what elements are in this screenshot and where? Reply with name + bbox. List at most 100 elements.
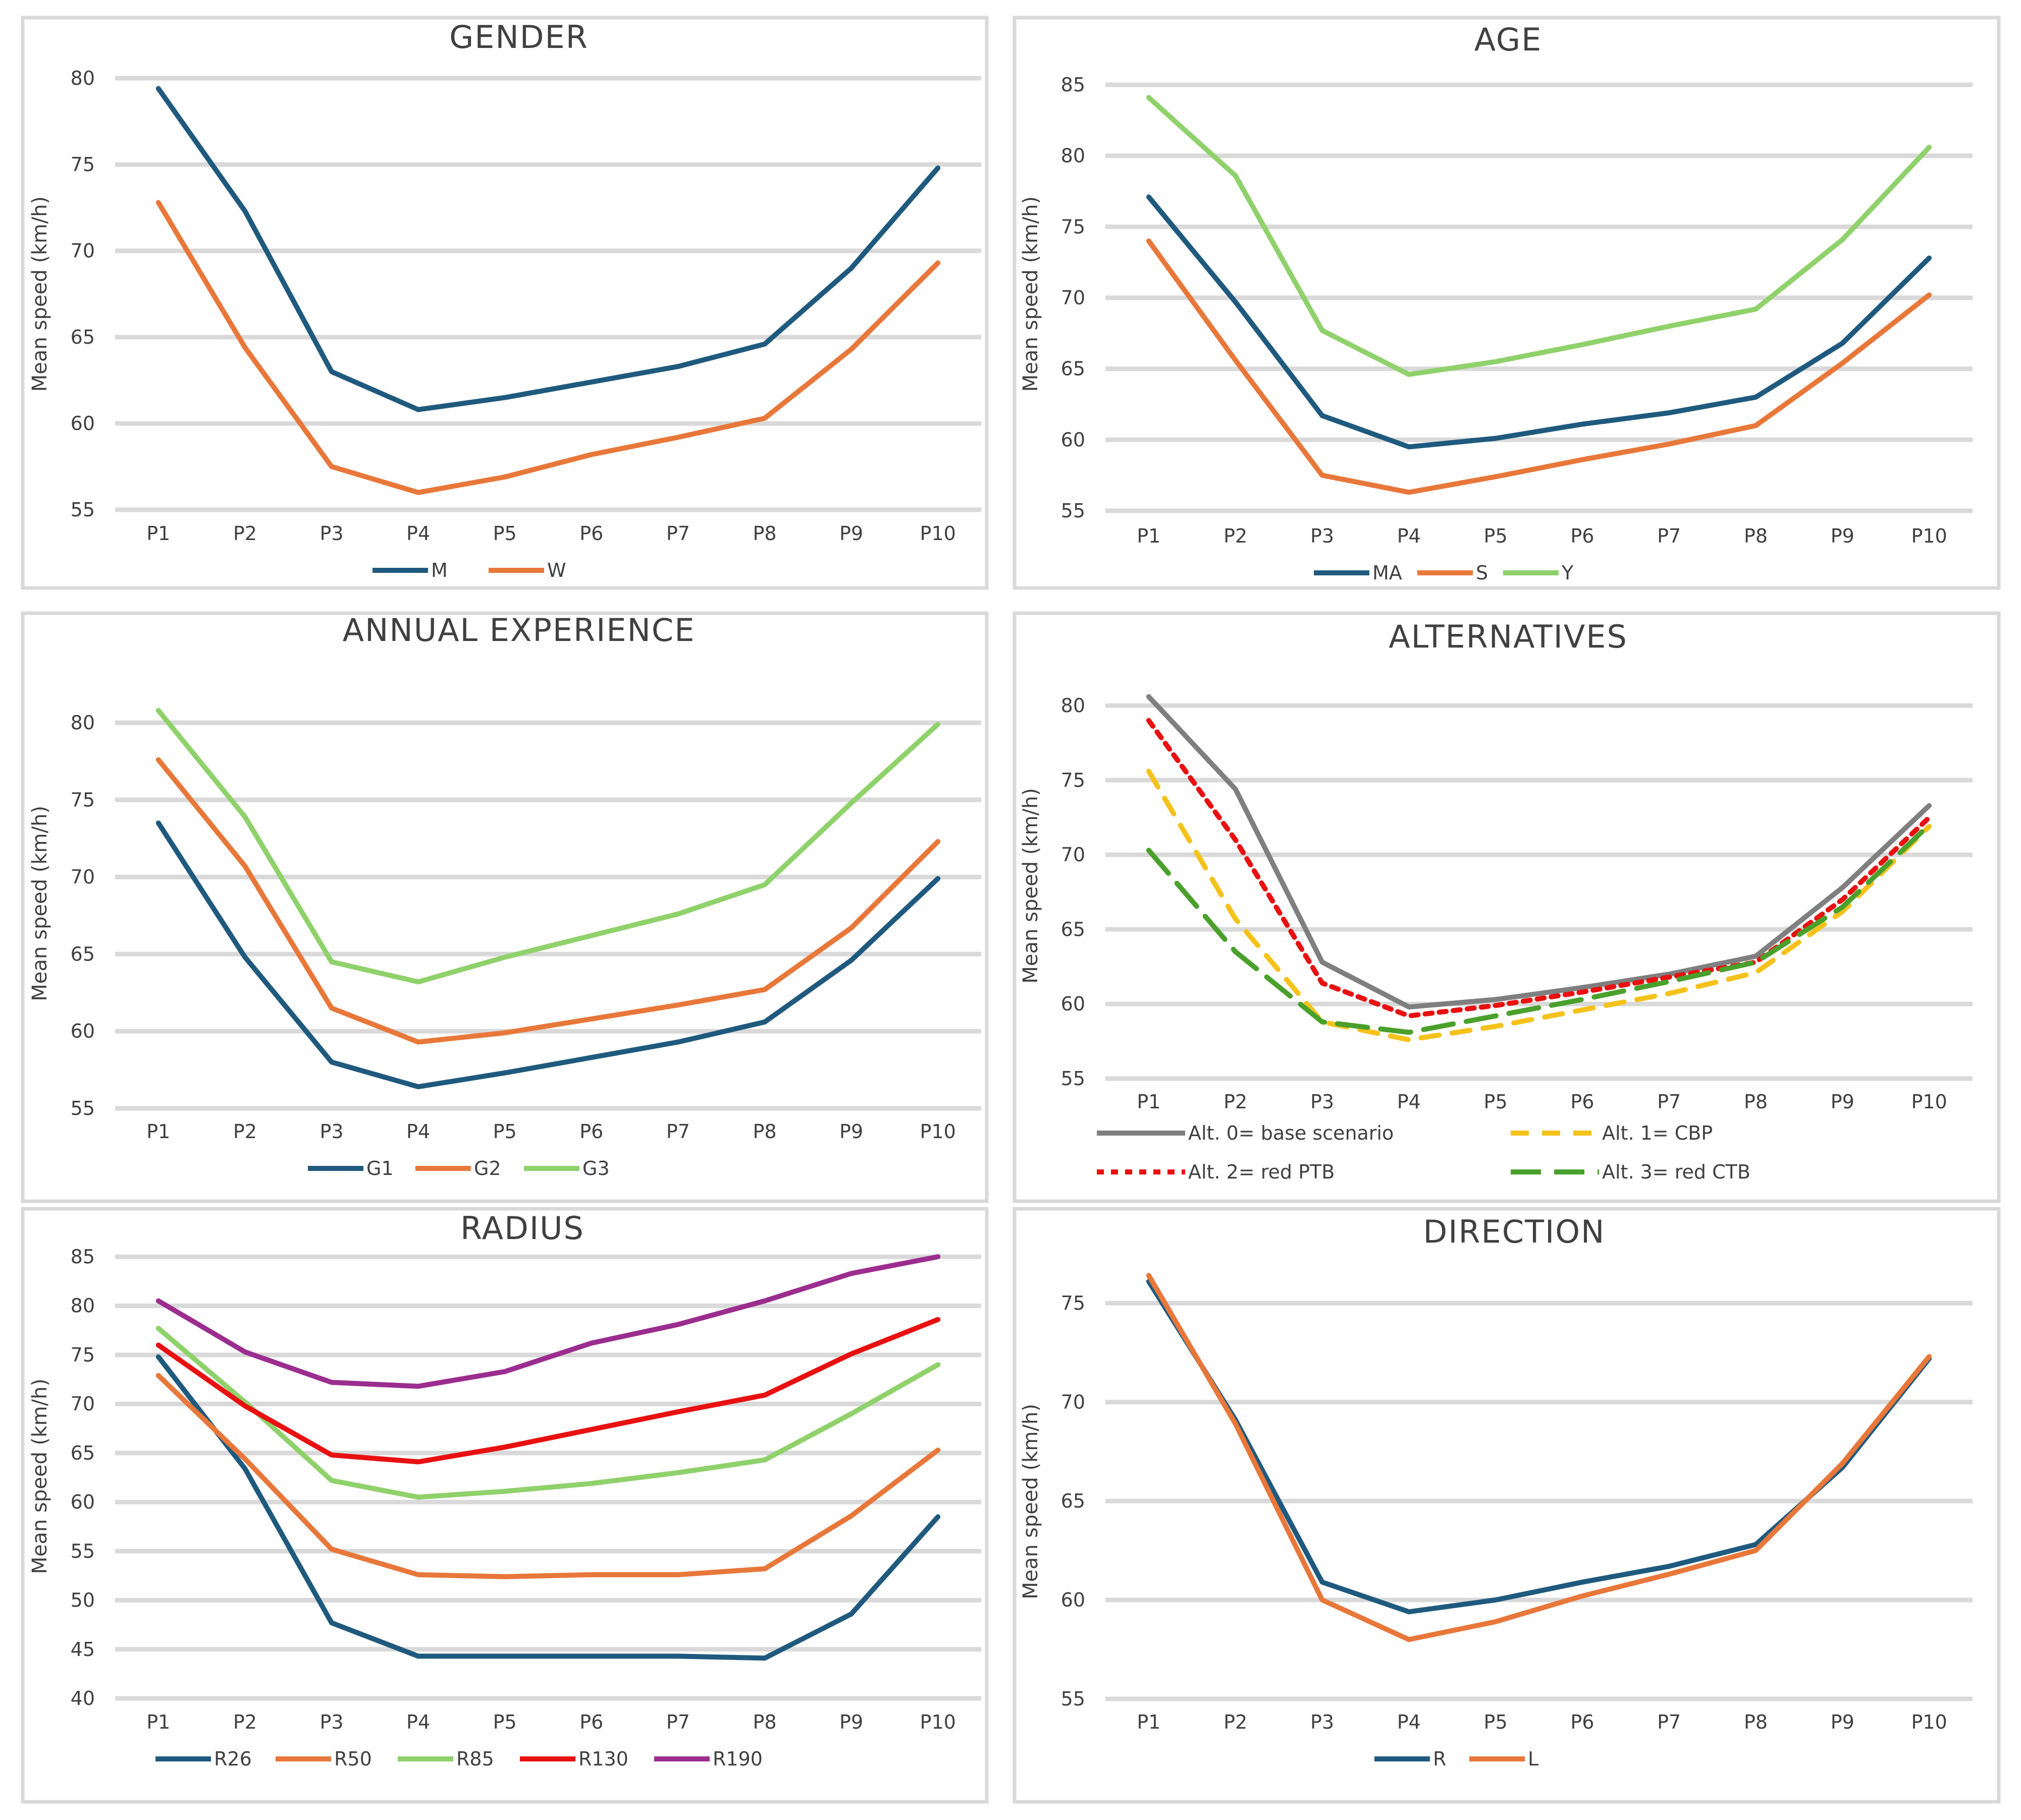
series-line-r26 (155, 1354, 941, 1661)
series-line-s (1146, 238, 1932, 495)
x-tick-label: P10 (920, 522, 956, 545)
y-tick-label: 75 (71, 1344, 95, 1366)
y-tick-label: 85 (1061, 74, 1085, 96)
x-tick-label: P9 (1831, 525, 1854, 547)
y-tick-label: 65 (71, 943, 95, 965)
legend-item[interactable]: R190 (654, 1748, 763, 1770)
legend-item[interactable]: R85 (398, 1748, 494, 1770)
y-tick-label: 70 (71, 866, 95, 888)
series-line-ma (1146, 194, 1932, 450)
legend-item[interactable]: MA (1314, 562, 1402, 584)
x-tick-label: P3 (1310, 1091, 1334, 1113)
legend-item[interactable]: R50 (276, 1748, 372, 1770)
series-line-g3 (155, 708, 941, 985)
chart-title: ANNUAL EXPERIENCE (343, 612, 696, 649)
series-line-m (155, 86, 941, 412)
y-tick-label: 70 (1061, 844, 1085, 866)
chart-frame (21, 16, 989, 590)
x-tick-label: P3 (1310, 1711, 1334, 1733)
x-tick-label: P9 (839, 1711, 863, 1733)
y-tick-label: 75 (1061, 1292, 1085, 1314)
legend-item[interactable]: R130 (520, 1748, 628, 1770)
x-tick-label: P5 (493, 522, 517, 545)
x-tick-label: P9 (839, 522, 863, 545)
chart-legend: Alt. 0= base scenario Alt. 1= CBP Alt. 2= … (1097, 1122, 1750, 1183)
legend-item[interactable]: L (1469, 1748, 1538, 1770)
y-tick-label: 75 (71, 789, 95, 811)
legend-item[interactable]: W (489, 559, 566, 581)
series-line-alt-3-red-ctb (1146, 822, 1932, 1035)
x-tick-label: P6 (1570, 1091, 1594, 1113)
legend-item[interactable]: S (1417, 562, 1488, 584)
legend-label: R26 (214, 1748, 252, 1770)
y-tick-label: 60 (1061, 993, 1085, 1015)
legend-item[interactable]: M (373, 559, 448, 581)
x-tick-label: P4 (406, 1120, 430, 1143)
legend-item[interactable]: Alt. 0= base scenario (1097, 1122, 1394, 1144)
chart-radius: RADIUS 40 45 50 55 60 65 70 75 80 85 P1 P2 P3 P4 P5 P6 P7… (21, 1207, 989, 1804)
x-tick-label: P5 (1484, 1711, 1508, 1733)
y-tick-label: 75 (1061, 769, 1085, 791)
series-line-w (155, 200, 941, 495)
legend-item[interactable]: G2 (415, 1157, 501, 1180)
y-tick-label: 80 (1061, 145, 1085, 167)
legend-label: W (547, 559, 566, 581)
x-tick-label: P2 (1224, 1091, 1247, 1113)
y-axis-label: Mean speed (km/h) (28, 806, 51, 1001)
x-tick-label: P9 (1831, 1091, 1854, 1113)
legend-item[interactable]: R26 (155, 1748, 252, 1770)
x-tick-label: P3 (320, 1120, 343, 1143)
x-tick-label: P1 (1137, 525, 1160, 547)
legend-item[interactable]: G1 (308, 1157, 394, 1180)
y-tick-label: 75 (1061, 216, 1085, 238)
chart-frame (1013, 16, 2001, 590)
y-tick-label: 65 (1061, 1490, 1085, 1512)
series-line-alt-1-cbp (1146, 769, 1932, 1043)
y-tick-label: 80 (71, 67, 95, 89)
y-tick-label: 75 (71, 153, 95, 176)
series-line-g1 (155, 820, 941, 1090)
y-tick-label: 60 (1061, 429, 1085, 451)
legend-label: R50 (334, 1748, 372, 1770)
x-tick-label: P5 (1484, 525, 1508, 547)
legend-item[interactable]: Y (1503, 562, 1574, 584)
y-tick-label: 40 (71, 1687, 95, 1709)
legend-label: R130 (578, 1748, 628, 1770)
chart-age: AGE 55 60 65 70 75 80 85 P1 P2 P3 P4 P5 P6 P7 P8 P9 P10 Me… (1013, 16, 2001, 590)
series-line-y (1146, 95, 1932, 377)
x-tick-label: P10 (920, 1120, 956, 1143)
x-tick-label: P5 (493, 1711, 517, 1733)
y-tick-label: 60 (71, 1020, 95, 1042)
x-tick-label: P9 (1831, 1711, 1854, 1733)
x-tick-label: P2 (233, 522, 257, 545)
y-tick-label: 70 (1061, 287, 1085, 309)
legend-label: R85 (456, 1748, 494, 1770)
legend-item[interactable]: Alt. 1= CBP (1511, 1122, 1713, 1144)
legend-item[interactable]: R (1374, 1748, 1446, 1770)
x-tick-label: P7 (1657, 525, 1681, 547)
x-tick-label: P6 (1570, 1711, 1594, 1733)
legend-item[interactable]: Alt. 3= red CTB (1511, 1161, 1750, 1183)
chart-title: DIRECTION (1423, 1213, 1606, 1250)
y-tick-label: 70 (71, 240, 95, 262)
x-tick-label: P4 (1397, 1091, 1421, 1113)
legend-label: L (1528, 1748, 1538, 1770)
x-tick-label: P3 (320, 522, 343, 545)
series-line-alt-2-red-ptb (1146, 718, 1932, 1019)
chart-frame (21, 611, 989, 1203)
x-tick-label: P1 (146, 1711, 170, 1733)
x-tick-label: P6 (579, 1120, 603, 1143)
chart-frame (1013, 611, 2001, 1203)
x-tick-label: P8 (1744, 525, 1768, 547)
legend-item[interactable]: G3 (524, 1157, 610, 1180)
legend-label: R190 (713, 1748, 763, 1770)
legend-label: M (431, 559, 448, 581)
legend-label: Alt. 3= red CTB (1602, 1161, 1750, 1183)
x-tick-label: P7 (666, 1120, 690, 1143)
series-line-r50 (155, 1373, 941, 1579)
legend-item[interactable]: Alt. 2= red PTB (1097, 1161, 1335, 1183)
x-tick-label: P8 (753, 522, 776, 545)
